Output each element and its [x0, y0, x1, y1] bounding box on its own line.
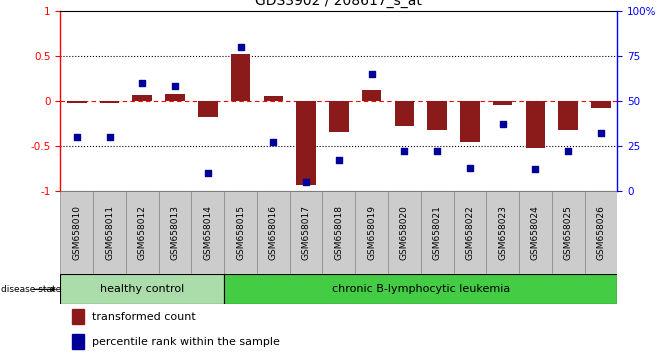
Point: [464, 165, 475, 171]
Bar: [231, 54, 250, 101]
Text: GSM658020: GSM658020: [400, 205, 409, 260]
Bar: [165, 94, 185, 101]
Bar: [323, 191, 355, 274]
Point: [333, 158, 344, 163]
Point: [71, 134, 82, 140]
Point: [596, 131, 607, 136]
Bar: [493, 101, 513, 105]
Bar: [388, 191, 421, 274]
Text: GSM658026: GSM658026: [597, 205, 605, 260]
Bar: [395, 101, 414, 126]
Point: [104, 134, 115, 140]
Text: GSM658018: GSM658018: [334, 205, 344, 260]
Point: [530, 167, 541, 172]
Bar: [126, 191, 158, 274]
Bar: [198, 101, 217, 117]
Text: GSM658024: GSM658024: [531, 205, 540, 260]
Point: [170, 84, 180, 89]
Bar: [257, 191, 290, 274]
Bar: [329, 101, 349, 132]
Bar: [191, 191, 224, 274]
Bar: [584, 191, 617, 274]
Bar: [264, 96, 283, 101]
Text: GSM658016: GSM658016: [269, 205, 278, 260]
Bar: [72, 334, 84, 349]
Bar: [224, 191, 257, 274]
Bar: [132, 95, 152, 101]
Bar: [454, 191, 486, 274]
Text: chronic B-lymphocytic leukemia: chronic B-lymphocytic leukemia: [331, 284, 510, 295]
Text: GSM658014: GSM658014: [203, 205, 212, 260]
Point: [236, 44, 246, 50]
Point: [431, 149, 442, 154]
Text: GSM658025: GSM658025: [564, 205, 572, 260]
Text: GSM658010: GSM658010: [72, 205, 81, 260]
Bar: [60, 191, 93, 274]
Point: [497, 121, 508, 127]
Bar: [72, 309, 84, 324]
Point: [399, 149, 410, 154]
Text: disease state: disease state: [1, 285, 61, 294]
Point: [203, 170, 213, 176]
Text: GSM658015: GSM658015: [236, 205, 245, 260]
Bar: [558, 101, 578, 130]
Point: [268, 139, 278, 145]
Bar: [355, 191, 388, 274]
Text: GSM658012: GSM658012: [138, 205, 147, 260]
Point: [563, 149, 574, 154]
Bar: [93, 191, 126, 274]
Text: percentile rank within the sample: percentile rank within the sample: [92, 337, 280, 347]
Point: [301, 179, 311, 185]
Bar: [158, 191, 191, 274]
Text: GSM658013: GSM658013: [170, 205, 180, 260]
Bar: [552, 191, 584, 274]
Bar: [519, 191, 552, 274]
Bar: [60, 274, 224, 304]
Bar: [224, 274, 617, 304]
Text: transformed count: transformed count: [92, 312, 196, 322]
Title: GDS3902 / 208617_s_at: GDS3902 / 208617_s_at: [256, 0, 422, 8]
Bar: [67, 101, 87, 103]
Text: GSM658011: GSM658011: [105, 205, 114, 260]
Bar: [460, 101, 480, 142]
Text: GSM658019: GSM658019: [367, 205, 376, 260]
Text: GSM658022: GSM658022: [466, 205, 474, 260]
Bar: [486, 191, 519, 274]
Text: healthy control: healthy control: [100, 284, 185, 295]
Point: [366, 71, 377, 76]
Bar: [421, 191, 454, 274]
Bar: [427, 101, 447, 130]
Bar: [290, 191, 323, 274]
Bar: [525, 101, 546, 148]
Text: GSM658023: GSM658023: [498, 205, 507, 260]
Text: GSM658021: GSM658021: [433, 205, 442, 260]
Bar: [297, 101, 316, 185]
Bar: [591, 101, 611, 108]
Bar: [100, 101, 119, 103]
Point: [137, 80, 148, 86]
Text: GSM658017: GSM658017: [301, 205, 311, 260]
Bar: [362, 90, 381, 101]
